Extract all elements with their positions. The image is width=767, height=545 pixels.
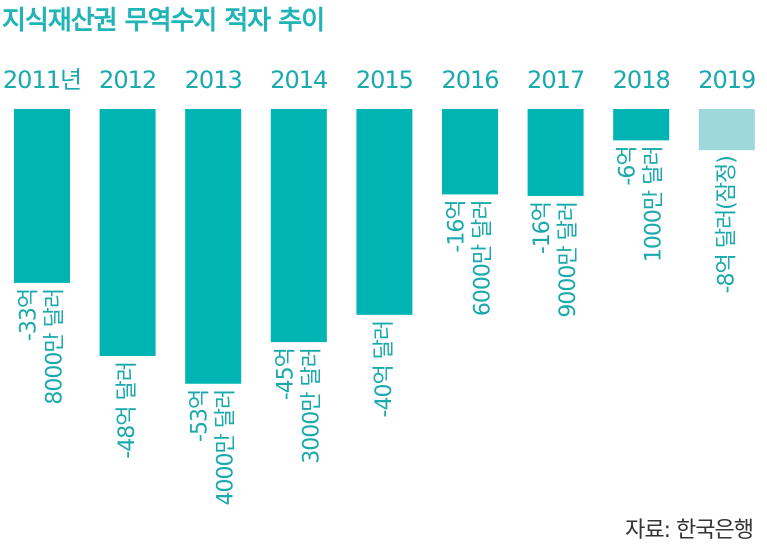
bar: [356, 109, 413, 315]
data-label: -40억 달러: [372, 321, 397, 418]
data-label: -16억: [530, 202, 555, 254]
bar: [613, 109, 670, 141]
data-label: 9000만 달러: [556, 202, 581, 318]
data-label: 1000만 달러: [642, 146, 667, 262]
x-tick-label: 2014: [270, 66, 327, 94]
x-tick-label: 2013: [185, 66, 242, 94]
chart-title: 지식재산권 무역수지 적자 추이: [2, 6, 325, 36]
data-label: -48억 달러: [115, 362, 140, 459]
data-label: -53억: [188, 390, 213, 442]
data-label: -8억 달러(잠정): [714, 156, 739, 293]
data-label: -45억: [273, 348, 298, 400]
x-tick-label: 2019: [698, 66, 755, 94]
x-tick-label: 2018: [613, 66, 670, 94]
bar: [527, 109, 584, 196]
x-tick-label: 2011년: [3, 66, 81, 94]
x-tick-label: 2016: [441, 66, 498, 94]
data-label: -33억: [17, 289, 42, 341]
x-tick-label: 2017: [527, 66, 584, 94]
bar: [14, 109, 70, 283]
data-label: 6000만 달러: [471, 200, 496, 316]
data-label: -6억: [616, 146, 641, 185]
bar: [185, 109, 242, 384]
source-note: 자료: 한국은행: [625, 518, 754, 543]
data-label: 4000만 달러: [214, 390, 239, 506]
bar: [698, 109, 755, 151]
x-tick-label: 2015: [356, 66, 413, 94]
bar: [270, 109, 327, 343]
x-tick-label: 2012: [99, 66, 156, 94]
data-label: 8000만 달러: [43, 289, 68, 405]
data-label: 3000만 달러: [299, 348, 324, 464]
bar: [442, 109, 498, 195]
data-label: -16억: [445, 200, 470, 252]
bar: [99, 109, 156, 356]
